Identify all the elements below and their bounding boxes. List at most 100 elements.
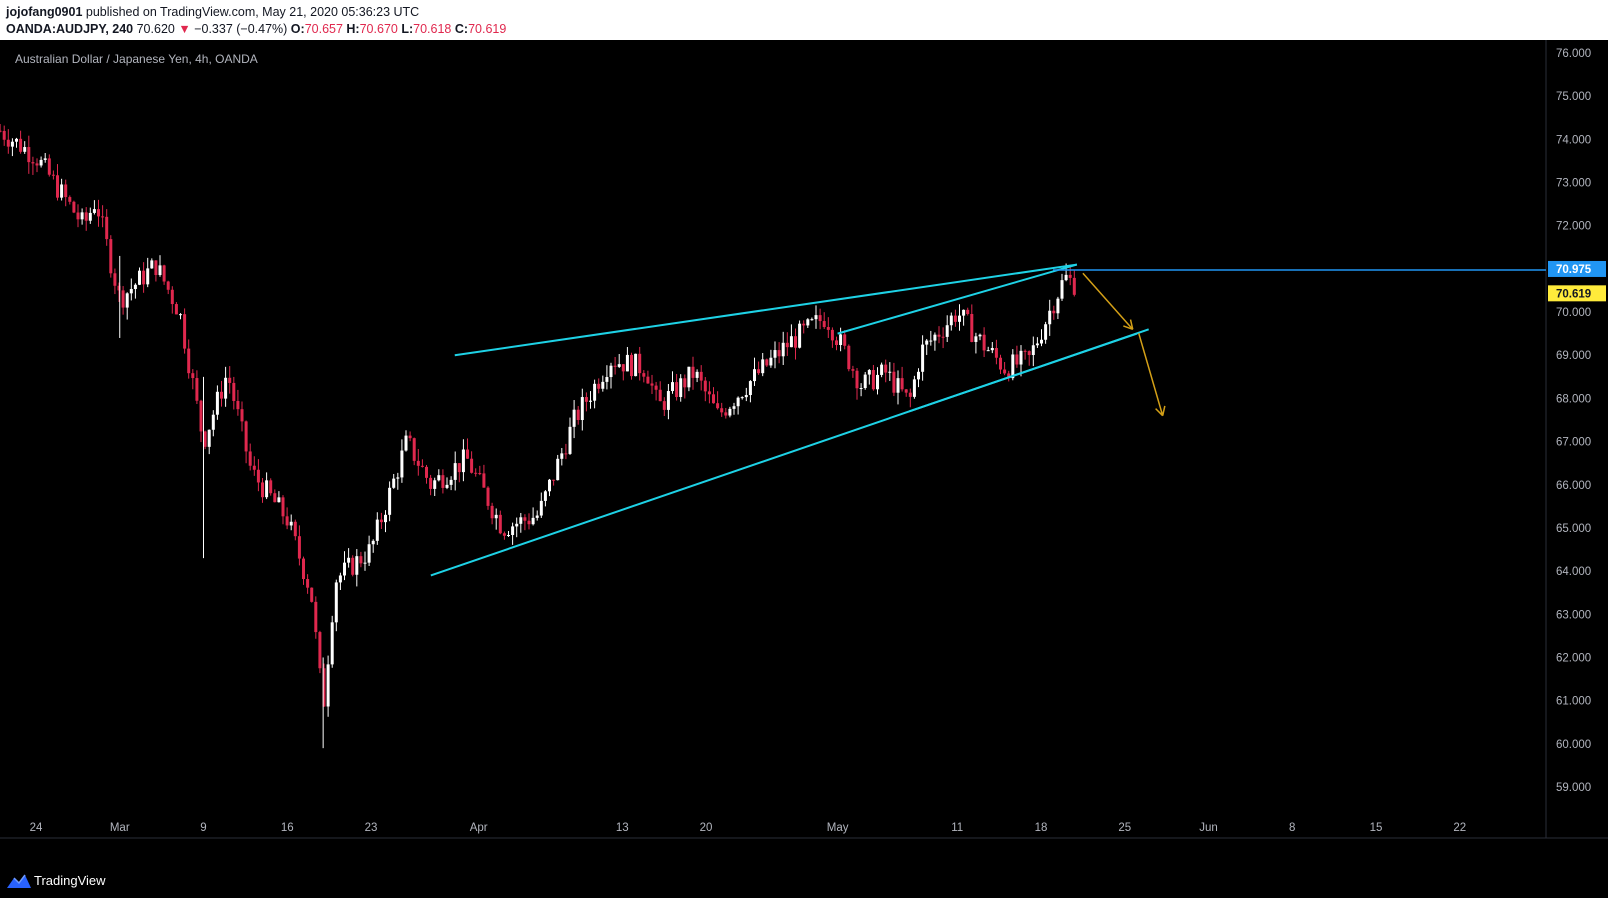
candle <box>220 380 224 407</box>
candle <box>781 331 785 366</box>
publish-info: published on TradingView.com, May 21, 20… <box>85 5 420 19</box>
candle <box>876 367 880 395</box>
candle <box>166 280 170 295</box>
candle <box>884 359 888 383</box>
price-tick-label: 76.000 <box>1556 48 1591 60</box>
candle <box>1072 270 1076 297</box>
candle <box>818 308 822 330</box>
author-name[interactable]: jojofang0901 <box>6 5 83 19</box>
candle <box>10 138 14 157</box>
candle <box>638 346 642 381</box>
candle <box>31 156 35 175</box>
candle <box>654 381 658 401</box>
candle <box>1007 370 1011 382</box>
candle <box>269 478 273 496</box>
time-tick-label: 9 <box>200 822 206 834</box>
time-tick-label: 22 <box>1453 822 1466 834</box>
candle <box>326 655 330 717</box>
candle <box>47 154 51 177</box>
time-tick-label: 20 <box>700 822 713 834</box>
candle <box>466 438 470 459</box>
candle <box>224 366 228 407</box>
chart-title: Australian Dollar / Japanese Yen, 4h, OA… <box>15 52 258 66</box>
trendline[interactable] <box>454 263 1078 357</box>
low-value: 70.618 <box>413 22 452 36</box>
candle <box>962 309 966 326</box>
candle <box>23 141 27 154</box>
trendline[interactable] <box>909 332 1138 413</box>
candle <box>412 437 416 466</box>
time-tick-label: Jun <box>1199 822 1218 834</box>
price-tick-label: 64.000 <box>1556 566 1591 578</box>
candle <box>56 164 60 201</box>
candle <box>51 170 55 180</box>
candle <box>941 327 945 349</box>
candle <box>84 207 88 231</box>
footer-brand[interactable]: TradingView <box>34 873 106 888</box>
candle <box>925 338 929 355</box>
candle <box>125 292 129 320</box>
candle <box>515 517 519 538</box>
candle <box>277 491 281 503</box>
candle <box>560 448 564 466</box>
candle <box>252 456 256 476</box>
candle <box>400 439 404 483</box>
candle <box>683 374 687 399</box>
close-value: 70.619 <box>468 22 507 36</box>
candle <box>1056 296 1060 320</box>
last-price: 70.620 <box>136 22 175 36</box>
time-tick-label: 15 <box>1370 822 1383 834</box>
time-tick-label: 23 <box>365 822 378 834</box>
candle <box>416 449 420 476</box>
candle <box>187 339 191 379</box>
candle <box>867 369 871 385</box>
candle <box>732 402 736 415</box>
candle <box>761 352 765 377</box>
candle <box>494 508 498 530</box>
candle <box>568 417 572 455</box>
candle <box>367 535 371 567</box>
candle <box>318 630 322 674</box>
candle <box>753 357 757 386</box>
candle <box>740 396 744 400</box>
candle <box>986 346 990 352</box>
candle <box>6 129 10 154</box>
candle <box>39 156 43 168</box>
candle <box>671 371 675 394</box>
candle <box>142 262 146 293</box>
candle <box>949 312 953 331</box>
candle <box>1052 305 1056 320</box>
candle <box>716 391 720 410</box>
last-price-label: 70.619 <box>1548 285 1606 302</box>
candle <box>60 178 64 201</box>
candle <box>888 362 892 381</box>
candle <box>908 388 912 408</box>
drawings[interactable] <box>430 263 1546 577</box>
price-tick-label: 74.000 <box>1556 134 1591 146</box>
candle <box>15 137 19 148</box>
projection-arrow[interactable] <box>1082 272 1134 330</box>
candle <box>789 324 793 348</box>
candle <box>1035 337 1039 348</box>
candle <box>646 370 650 384</box>
candle <box>314 596 318 639</box>
trendline[interactable] <box>837 263 1078 335</box>
price-chart[interactable]: Australian Dollar / Japanese Yen, 4h, OA… <box>0 40 1608 862</box>
time-tick-label: 16 <box>281 822 294 834</box>
candle <box>133 283 137 299</box>
candle <box>285 507 289 530</box>
open-label: O: <box>290 22 305 36</box>
candle <box>211 410 215 437</box>
projection-arrow[interactable] <box>1138 333 1164 416</box>
candle <box>912 375 916 399</box>
candle <box>937 326 941 344</box>
candle <box>511 522 515 545</box>
candle <box>712 387 716 404</box>
candle <box>306 574 310 594</box>
candle <box>785 332 789 356</box>
time-axis[interactable]: 24 Mar 9 16 23 Apr 13 20 May 11 18 25 Jun 8 15 22 <box>30 822 1467 834</box>
candle <box>248 443 252 471</box>
candle <box>154 260 158 282</box>
candle <box>183 308 187 354</box>
candle <box>470 451 474 474</box>
